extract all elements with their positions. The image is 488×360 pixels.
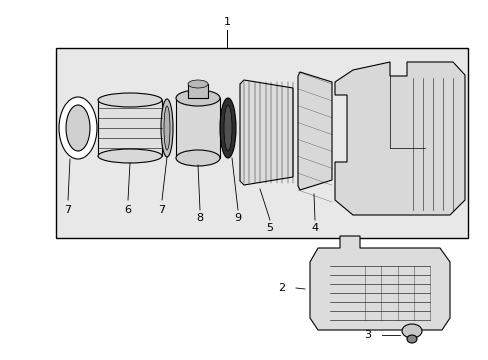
Polygon shape (240, 80, 292, 185)
Bar (187, 84, 207, 98)
Text: 7: 7 (158, 205, 165, 215)
Ellipse shape (98, 93, 162, 107)
Ellipse shape (161, 99, 173, 157)
Text: 1: 1 (223, 17, 230, 27)
Ellipse shape (59, 97, 97, 159)
Text: 7: 7 (64, 205, 71, 215)
Text: 9: 9 (234, 213, 241, 223)
Bar (176, 98, 220, 158)
Polygon shape (334, 62, 464, 215)
Ellipse shape (66, 105, 90, 151)
Ellipse shape (220, 98, 236, 158)
Ellipse shape (224, 105, 231, 151)
Text: 3: 3 (364, 330, 371, 340)
Ellipse shape (176, 150, 220, 166)
Text: 5: 5 (266, 223, 273, 233)
Text: 4: 4 (311, 223, 318, 233)
Ellipse shape (406, 335, 416, 343)
Polygon shape (309, 236, 449, 330)
Text: 2: 2 (278, 283, 285, 293)
Ellipse shape (401, 324, 421, 338)
Bar (98, 100, 162, 156)
Bar (56, 48, 467, 238)
Ellipse shape (163, 106, 170, 150)
Polygon shape (297, 72, 331, 190)
Text: 6: 6 (124, 205, 131, 215)
Ellipse shape (187, 80, 207, 88)
Ellipse shape (176, 90, 220, 106)
Text: 8: 8 (196, 213, 203, 223)
Ellipse shape (98, 149, 162, 163)
